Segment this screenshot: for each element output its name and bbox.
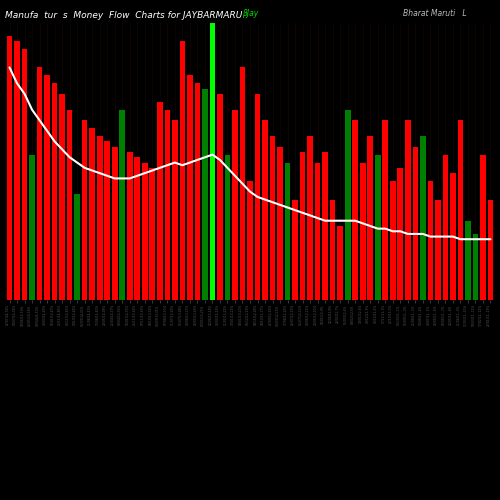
Bar bbox=[458, 120, 463, 300]
Bar bbox=[172, 120, 178, 300]
Bar bbox=[480, 154, 486, 300]
Bar bbox=[247, 181, 253, 300]
Bar bbox=[180, 41, 185, 300]
Bar bbox=[435, 200, 440, 300]
Bar bbox=[412, 146, 418, 300]
Bar bbox=[308, 136, 313, 300]
Bar bbox=[150, 168, 155, 300]
Text: Manufa  tur  s  Money  Flow  Charts for JAYBARMARU: Manufa tur s Money Flow Charts for JAYBA… bbox=[5, 12, 242, 20]
Bar bbox=[112, 146, 117, 300]
Bar bbox=[465, 220, 471, 300]
Bar bbox=[202, 88, 207, 300]
Bar bbox=[382, 120, 388, 300]
Bar bbox=[254, 94, 260, 300]
Bar bbox=[405, 120, 410, 300]
Bar bbox=[322, 152, 328, 300]
Bar bbox=[472, 234, 478, 300]
Text: Bharat Maruti   L: Bharat Maruti L bbox=[403, 9, 467, 18]
Bar bbox=[37, 68, 43, 300]
Bar bbox=[345, 110, 350, 300]
Bar bbox=[29, 154, 35, 300]
Bar bbox=[22, 49, 28, 300]
Bar bbox=[164, 110, 170, 300]
Bar bbox=[450, 173, 456, 300]
Bar bbox=[360, 162, 366, 300]
Bar bbox=[74, 194, 80, 300]
Bar bbox=[262, 120, 268, 300]
Bar bbox=[375, 154, 380, 300]
Bar bbox=[120, 110, 125, 300]
Bar bbox=[187, 76, 192, 300]
Bar bbox=[428, 181, 433, 300]
Bar bbox=[368, 136, 373, 300]
Bar bbox=[292, 200, 298, 300]
Bar bbox=[488, 200, 494, 300]
Bar bbox=[210, 22, 215, 300]
Bar bbox=[90, 128, 95, 300]
Bar bbox=[97, 136, 102, 300]
Bar bbox=[315, 162, 320, 300]
Bar bbox=[420, 136, 426, 300]
Bar bbox=[217, 94, 223, 300]
Bar bbox=[442, 154, 448, 300]
Bar bbox=[194, 84, 200, 300]
Bar bbox=[157, 102, 162, 300]
Bar bbox=[285, 162, 290, 300]
Bar bbox=[398, 168, 403, 300]
Text: βJay: βJay bbox=[242, 9, 258, 18]
Bar bbox=[210, 36, 215, 300]
Bar bbox=[82, 120, 87, 300]
Bar bbox=[224, 154, 230, 300]
Bar bbox=[338, 226, 343, 300]
Bar bbox=[52, 84, 58, 300]
Bar bbox=[6, 36, 12, 300]
Bar bbox=[270, 136, 276, 300]
Bar bbox=[277, 146, 283, 300]
Bar bbox=[127, 152, 132, 300]
Bar bbox=[300, 152, 306, 300]
Bar bbox=[352, 120, 358, 300]
Bar bbox=[44, 76, 50, 300]
Bar bbox=[240, 68, 246, 300]
Bar bbox=[142, 162, 148, 300]
Bar bbox=[104, 142, 110, 300]
Bar bbox=[390, 181, 396, 300]
Bar bbox=[330, 200, 336, 300]
Bar bbox=[14, 41, 20, 300]
Bar bbox=[67, 110, 72, 300]
Bar bbox=[60, 94, 65, 300]
Bar bbox=[232, 110, 238, 300]
Bar bbox=[134, 158, 140, 300]
